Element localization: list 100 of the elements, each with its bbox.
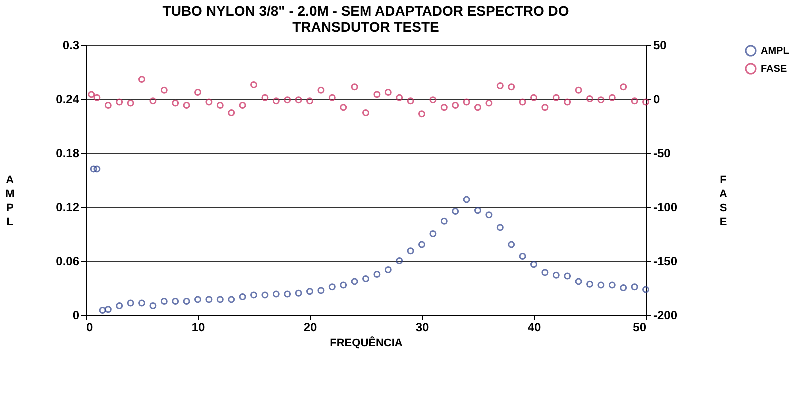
point xyxy=(99,307,106,314)
point xyxy=(608,94,616,102)
point xyxy=(384,89,392,96)
point xyxy=(194,296,202,304)
point xyxy=(530,261,538,268)
x-tick-label: 40 xyxy=(528,320,542,334)
point xyxy=(430,96,437,104)
point xyxy=(160,298,168,305)
point xyxy=(374,91,381,98)
point xyxy=(407,98,414,105)
point xyxy=(598,282,605,289)
point xyxy=(440,104,448,112)
x-tick-label: 30 xyxy=(416,320,430,334)
point xyxy=(160,86,168,94)
point xyxy=(262,94,269,102)
x-tick-label: 0 xyxy=(86,320,94,334)
point xyxy=(631,98,638,105)
point xyxy=(519,98,526,106)
point xyxy=(620,284,628,292)
point xyxy=(552,94,560,102)
point xyxy=(575,86,582,94)
point xyxy=(564,98,572,106)
y2-axis-title: FASE xyxy=(720,174,728,228)
point xyxy=(463,196,470,204)
chart-title: TUBO NYLON 3/8" - 2.0M - SEM ADAPTADOR ESPECTRO DO TRANSDUTOR TESTE xyxy=(162,3,570,35)
point xyxy=(340,104,348,112)
point xyxy=(508,84,516,91)
point xyxy=(88,91,96,98)
y2-tick-label: -100 xyxy=(654,200,678,214)
point xyxy=(642,286,650,294)
x-tick-label: 10 xyxy=(192,320,206,334)
point xyxy=(362,276,370,282)
point xyxy=(318,287,325,294)
point xyxy=(295,290,302,297)
point xyxy=(351,84,358,91)
point xyxy=(206,98,213,106)
point xyxy=(542,104,549,112)
y-tick-label: 0.12 xyxy=(56,200,80,214)
point xyxy=(104,102,112,109)
y-tick-label: 0.06 xyxy=(56,254,80,268)
point xyxy=(239,102,246,109)
point xyxy=(127,100,134,107)
point xyxy=(90,166,98,173)
point xyxy=(262,292,269,299)
point xyxy=(328,94,336,102)
point xyxy=(239,294,246,300)
point xyxy=(194,89,202,96)
y-axis-title: AMPL xyxy=(6,174,15,228)
point xyxy=(340,282,348,289)
y-tick-label: 0.3 xyxy=(62,38,80,52)
point xyxy=(328,284,336,291)
legend-label: AMPL xyxy=(761,46,790,57)
point xyxy=(608,282,616,289)
point xyxy=(620,84,628,91)
point xyxy=(530,94,538,102)
point xyxy=(272,98,280,105)
point xyxy=(183,298,190,305)
x-tick-label: 20 xyxy=(304,320,318,334)
point xyxy=(172,298,180,305)
point xyxy=(374,271,381,278)
point xyxy=(418,241,426,248)
point xyxy=(418,110,426,118)
point xyxy=(116,98,124,106)
point xyxy=(586,280,594,288)
x-axis-title: FREQUÊNCIA xyxy=(330,336,403,350)
point xyxy=(206,296,213,304)
point xyxy=(452,102,460,109)
point xyxy=(94,166,101,173)
point xyxy=(463,98,470,106)
point xyxy=(474,207,482,214)
x-tick-label: 50 xyxy=(633,320,647,334)
point xyxy=(552,272,560,279)
point xyxy=(351,278,358,286)
point xyxy=(407,248,414,255)
point xyxy=(508,241,516,248)
point xyxy=(486,100,493,107)
point xyxy=(104,306,112,314)
point xyxy=(474,104,482,112)
point xyxy=(150,98,157,105)
y-tick-label: 0 xyxy=(72,308,80,322)
point xyxy=(542,269,549,276)
point xyxy=(586,96,594,102)
point xyxy=(396,258,404,264)
point xyxy=(138,300,146,307)
point xyxy=(216,296,224,304)
y2-tick-label: -200 xyxy=(654,308,678,322)
point xyxy=(183,102,190,109)
point xyxy=(384,266,392,274)
point xyxy=(306,288,314,296)
point xyxy=(575,278,582,286)
y2-tick-label: -150 xyxy=(654,254,678,268)
point xyxy=(306,98,314,105)
point xyxy=(138,76,146,84)
point xyxy=(452,208,460,215)
y2-tick-label: -50 xyxy=(654,146,672,160)
point xyxy=(150,302,157,310)
point xyxy=(284,290,292,298)
point xyxy=(396,94,404,102)
point xyxy=(127,300,134,307)
point xyxy=(564,272,572,280)
